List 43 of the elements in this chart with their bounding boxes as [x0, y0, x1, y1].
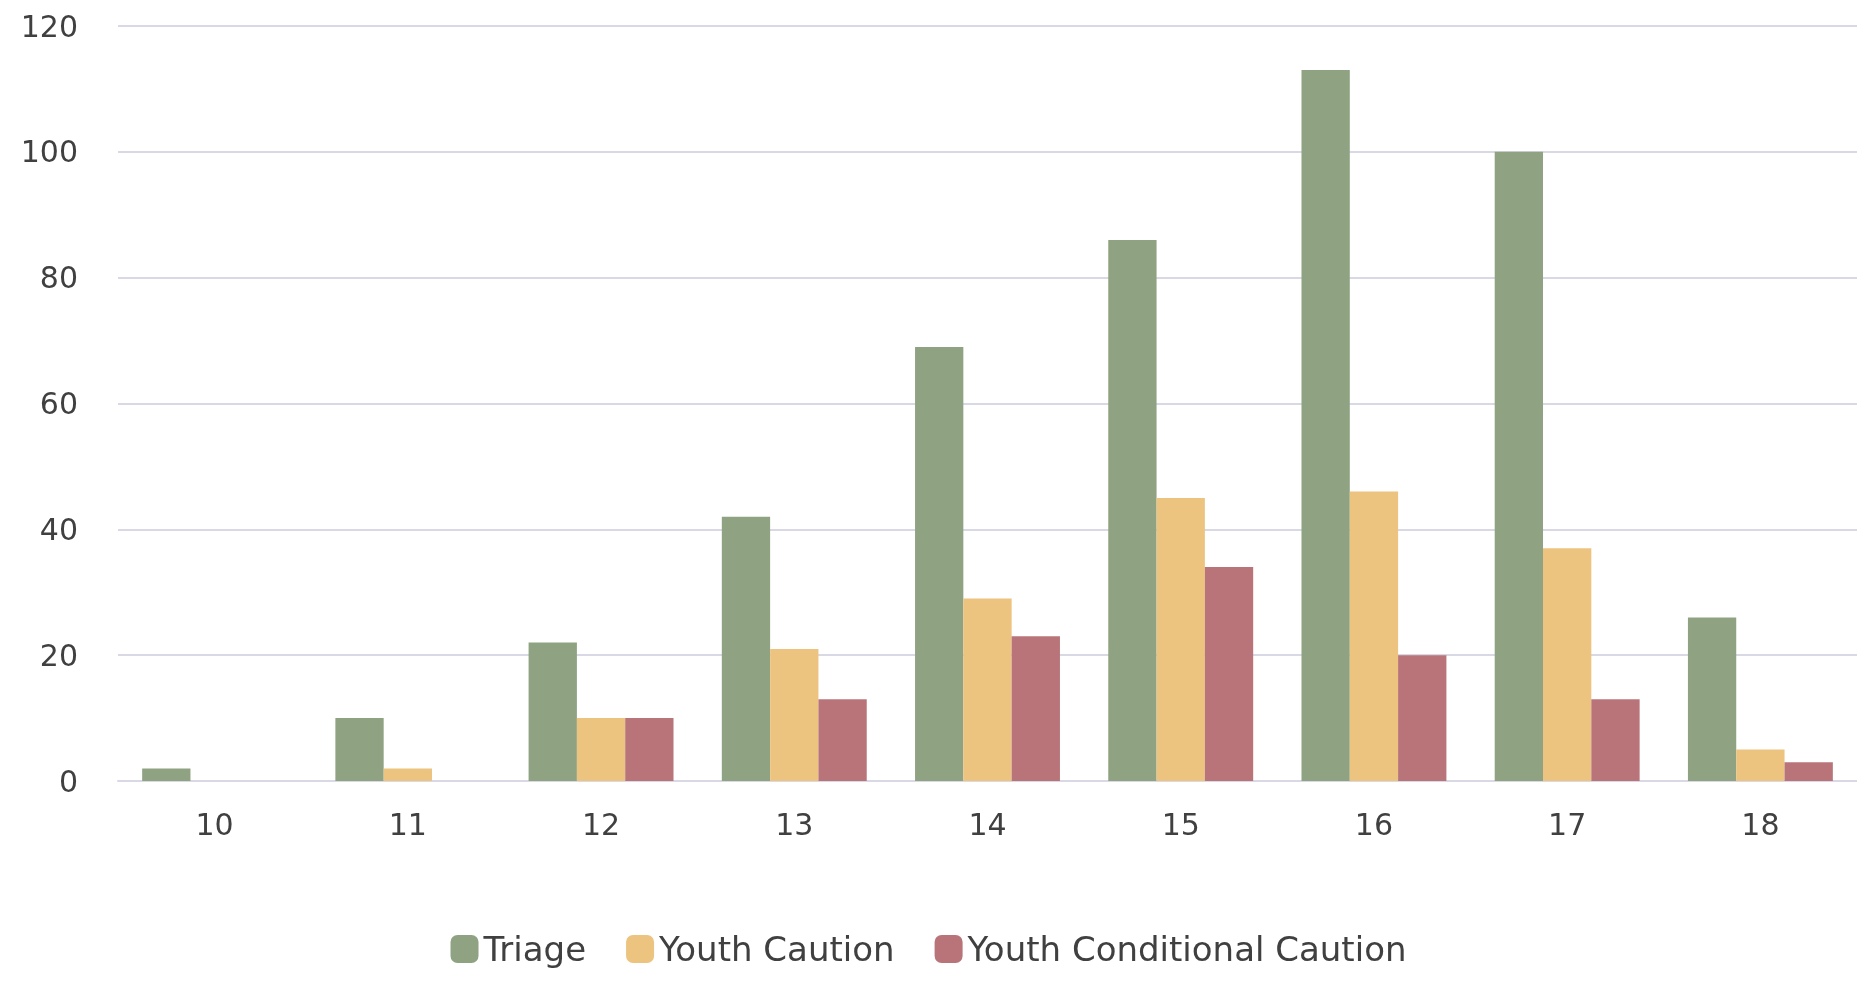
legend-label: Triage: [482, 929, 587, 969]
bar: [1156, 497, 1205, 781]
y-tick-label: 80: [39, 260, 78, 296]
bar: [1301, 70, 1350, 781]
bar: [576, 718, 626, 781]
bar: [818, 699, 867, 781]
bar: [1349, 491, 1399, 781]
bar: [915, 346, 964, 781]
x-tick-label: 11: [388, 806, 427, 842]
x-tick-label: 17: [1548, 806, 1587, 842]
bar: [1543, 548, 1592, 781]
bar: [1591, 699, 1640, 781]
x-tick-label: 14: [968, 806, 1007, 842]
bar: [1108, 239, 1157, 781]
bar: [528, 642, 577, 781]
y-tick-label: 0: [58, 763, 78, 799]
y-tick-label: 40: [39, 511, 78, 547]
bar: [1784, 762, 1833, 781]
bar: [1736, 749, 1785, 781]
y-tick-label: 20: [39, 637, 78, 673]
x-tick-label: 13: [775, 806, 814, 842]
bar: [142, 768, 191, 781]
bar: [1011, 636, 1060, 781]
x-tick-label: 10: [195, 806, 234, 842]
y-tick-label: 100: [20, 134, 78, 170]
bar: [1204, 567, 1254, 781]
bar: [335, 718, 384, 781]
bar: [625, 718, 674, 781]
y-tick-label: 120: [20, 8, 78, 44]
x-tick-label: 16: [1354, 806, 1394, 842]
x-tick-label: 18: [1741, 806, 1780, 842]
bar: [721, 516, 771, 781]
bar: [1494, 151, 1544, 781]
bar: [770, 648, 819, 781]
bar: [1687, 617, 1737, 781]
bar: [1398, 655, 1447, 781]
bar: [383, 768, 432, 781]
bar: [963, 598, 1012, 781]
y-tick-label: 60: [39, 386, 78, 421]
legend-label: Youth Conditional Caution: [966, 929, 1407, 969]
x-tick-label: 15: [1161, 806, 1200, 842]
x-tick-label: 12: [581, 806, 621, 842]
legend-label: Youth Caution: [658, 929, 895, 969]
